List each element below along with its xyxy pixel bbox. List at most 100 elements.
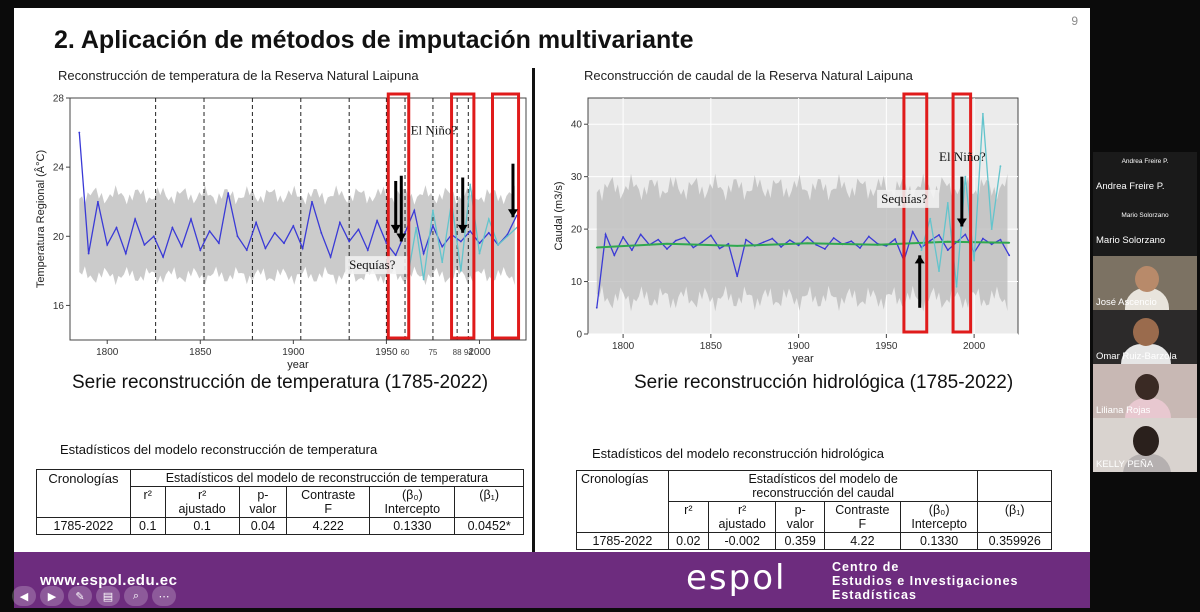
data-point [190,218,192,220]
data-point [320,231,323,234]
slide-footer: www.espol.edu.ec espol Centro de Estudio… [14,552,1090,608]
data-point [329,256,332,258]
series-line-reconstruction [78,132,518,260]
table-row: 1785-2022 0.1 0.1 0.04 4.222 0.1330 0.04… [36,517,524,535]
participant-tile[interactable]: José Ascencio [1093,256,1197,310]
header-r2adj: r² ajustado [164,486,240,518]
arrow-head [457,224,468,233]
data-point [227,192,230,194]
x-tick-label: 1950 [375,347,398,358]
data-point [255,221,258,224]
left-chart-title: Reconstrucción de temperatura de la Rese… [58,68,419,83]
prev-icon[interactable]: ◀ [12,586,36,606]
cell-r2adj: 0.1 [164,517,240,535]
data-point [301,247,304,250]
y-tick-label: 20 [571,225,583,236]
data-point [376,219,379,222]
data-point [999,238,1002,241]
x-tick-label: 1800 [96,347,119,358]
data-point [366,249,369,252]
data-point [771,237,774,240]
x-tick-label: 1950 [875,341,898,352]
data-point [441,261,444,264]
data-point [613,254,616,257]
data-point [964,175,967,178]
data-point [709,234,712,237]
participant-tile[interactable]: Omar Ruiz-Barzola [1093,310,1197,364]
data-point [469,183,472,186]
left-caption: Serie reconstrucción de temperatura (178… [72,372,489,393]
arrow-head [914,255,925,264]
header-b0: (β₀) Intercepto [899,501,979,533]
extra-year-label: 75 [428,348,437,357]
slides-icon[interactable]: ▤ [96,586,120,606]
data-point [97,200,99,203]
data-point [946,249,949,251]
data-point [1008,254,1011,257]
data-point [990,228,993,231]
x-tick-label: 2000 [468,347,491,358]
data-point [973,259,976,262]
data-point [867,235,870,238]
header-b1: (β₁) [454,486,524,518]
flow-chart: 1800 1850 1900 1950 2000 0 10 20 30 40 year Caudal … [553,92,1019,365]
data-point [797,244,800,247]
more-icon[interactable]: ⋯ [152,586,176,606]
data-point [497,244,499,246]
y-tick-label: 30 [571,172,583,183]
data-point [981,112,984,115]
data-point [134,218,137,220]
participant-tile[interactable]: Mario Solorzano Mario Solorzano [1093,206,1197,260]
data-point [264,247,267,250]
data-point [692,246,695,249]
participant-tile[interactable]: Andrea Freire P. Andrea Freire P. [1093,152,1197,206]
y-tick-label: 40 [571,120,583,131]
data-point [236,235,239,238]
temp-stats-table: Cronologías Estadísticos del modelo de r… [36,469,525,535]
data-point [876,243,879,246]
data-point [413,209,416,212]
cell-pval: 0.359 [775,532,825,550]
data-point [657,238,660,241]
avatar [1125,288,1169,310]
data-point [604,233,607,236]
data-point [78,131,81,134]
data-point [217,242,220,245]
highlight-box [490,92,521,340]
header-b0: (β₀) Intercepto [369,486,456,518]
data-point [394,254,397,257]
arrow-head [390,224,401,233]
data-point [87,252,90,255]
x-tick-label: 1850 [700,341,723,352]
data-point [938,233,940,236]
data-point [666,242,668,245]
extra-year-label: 88 [453,348,462,357]
avatar [1133,318,1159,346]
header-contraste: Contraste F [286,486,371,518]
header-r2: r² [129,486,166,518]
cell-pval: 0.04 [238,517,288,535]
col-cronologias: Cronologías [36,469,131,518]
y-tick-label: 10 [571,277,583,288]
highlight-box [902,92,929,334]
data-point [666,248,668,250]
avatar [1123,454,1171,472]
arrow-head [396,233,407,242]
zoom-icon[interactable]: ⌕ [124,586,148,606]
extra-year-label: 94 [464,348,473,357]
cell-b0: 0.1330 [369,517,456,535]
participant-tile[interactable]: KELLY PEÑA [1093,418,1197,472]
data-point [273,231,276,234]
data-point [459,269,462,272]
pen-icon[interactable]: ✎ [68,586,92,606]
series-line-reconstruction [596,230,1010,308]
data-point [357,228,360,231]
next-icon[interactable]: ▶ [40,586,64,606]
participant-tile[interactable]: Liliana Rojas [1093,364,1197,418]
data-point [780,246,782,248]
arrow-head [956,218,967,227]
espol-center-name: Centro de Estudios e Investigaciones Est… [832,560,1019,602]
data-point [788,239,791,242]
y-tick-label: 0 [576,330,582,341]
data-point [292,225,295,227]
